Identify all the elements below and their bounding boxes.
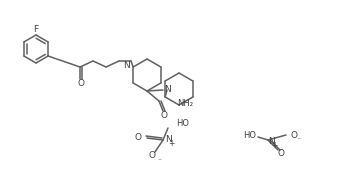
Text: N: N	[124, 60, 130, 70]
Text: N: N	[165, 136, 172, 145]
Text: N: N	[164, 85, 171, 94]
Text: O: O	[135, 133, 142, 142]
Text: O: O	[149, 151, 155, 161]
Text: +: +	[271, 141, 277, 150]
Text: N: N	[268, 137, 275, 146]
Text: O: O	[291, 131, 298, 140]
Text: HO: HO	[176, 119, 189, 128]
Text: F: F	[33, 26, 39, 35]
Text: +: +	[168, 140, 174, 148]
Text: NH₂: NH₂	[177, 98, 193, 108]
Text: O: O	[77, 79, 85, 89]
Text: ⁻: ⁻	[296, 136, 300, 145]
Text: O: O	[278, 150, 285, 159]
Text: HO: HO	[244, 131, 256, 140]
Text: O: O	[161, 112, 168, 121]
Text: ⁻: ⁻	[157, 156, 161, 166]
